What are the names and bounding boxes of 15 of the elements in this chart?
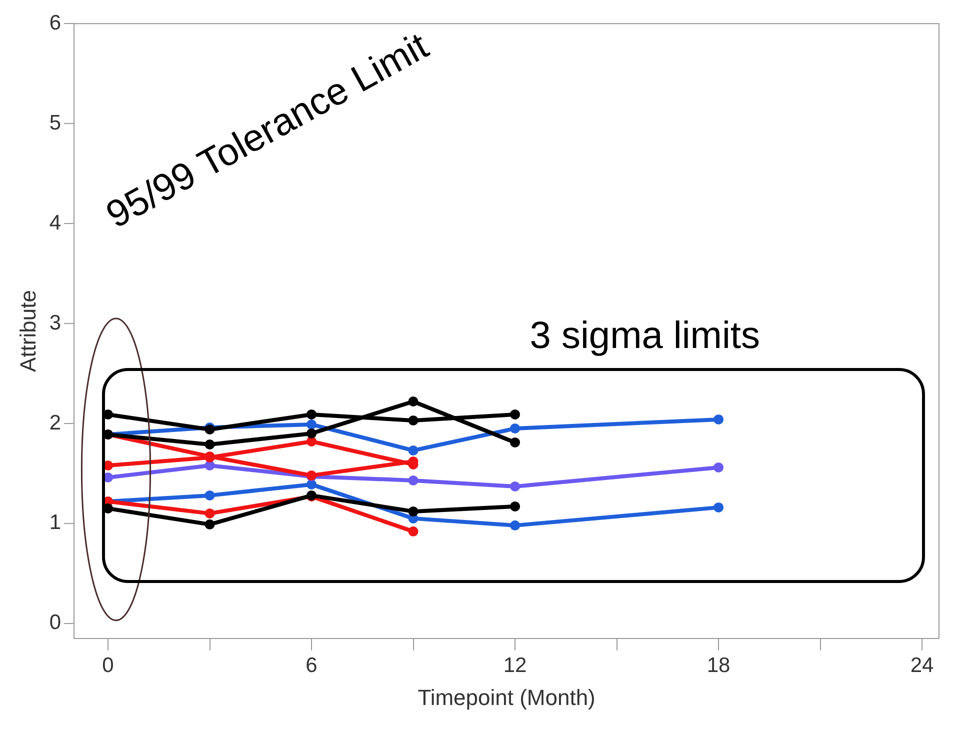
x-tick-label: 12 [503,654,527,677]
y-tick-label: 1 [49,511,62,534]
annotation: 3 sigma limits [530,314,760,356]
y-tick-label: 6 [49,11,62,34]
y-axis-title: Attribute [15,290,40,372]
y-tick-label: 3 [49,311,62,334]
y-tick-label: 2 [49,411,62,434]
x-tick-label: 6 [306,654,318,677]
y-tick-label: 5 [49,111,62,134]
x-tick-label: 0 [102,654,114,677]
x-tick-label: 18 [706,654,730,677]
y-tick-label: 4 [49,211,62,234]
x-tick-label: 24 [910,654,934,677]
x-axis-title: Timepoint (Month) [418,684,596,710]
y-tick-label: 0 [49,611,62,634]
